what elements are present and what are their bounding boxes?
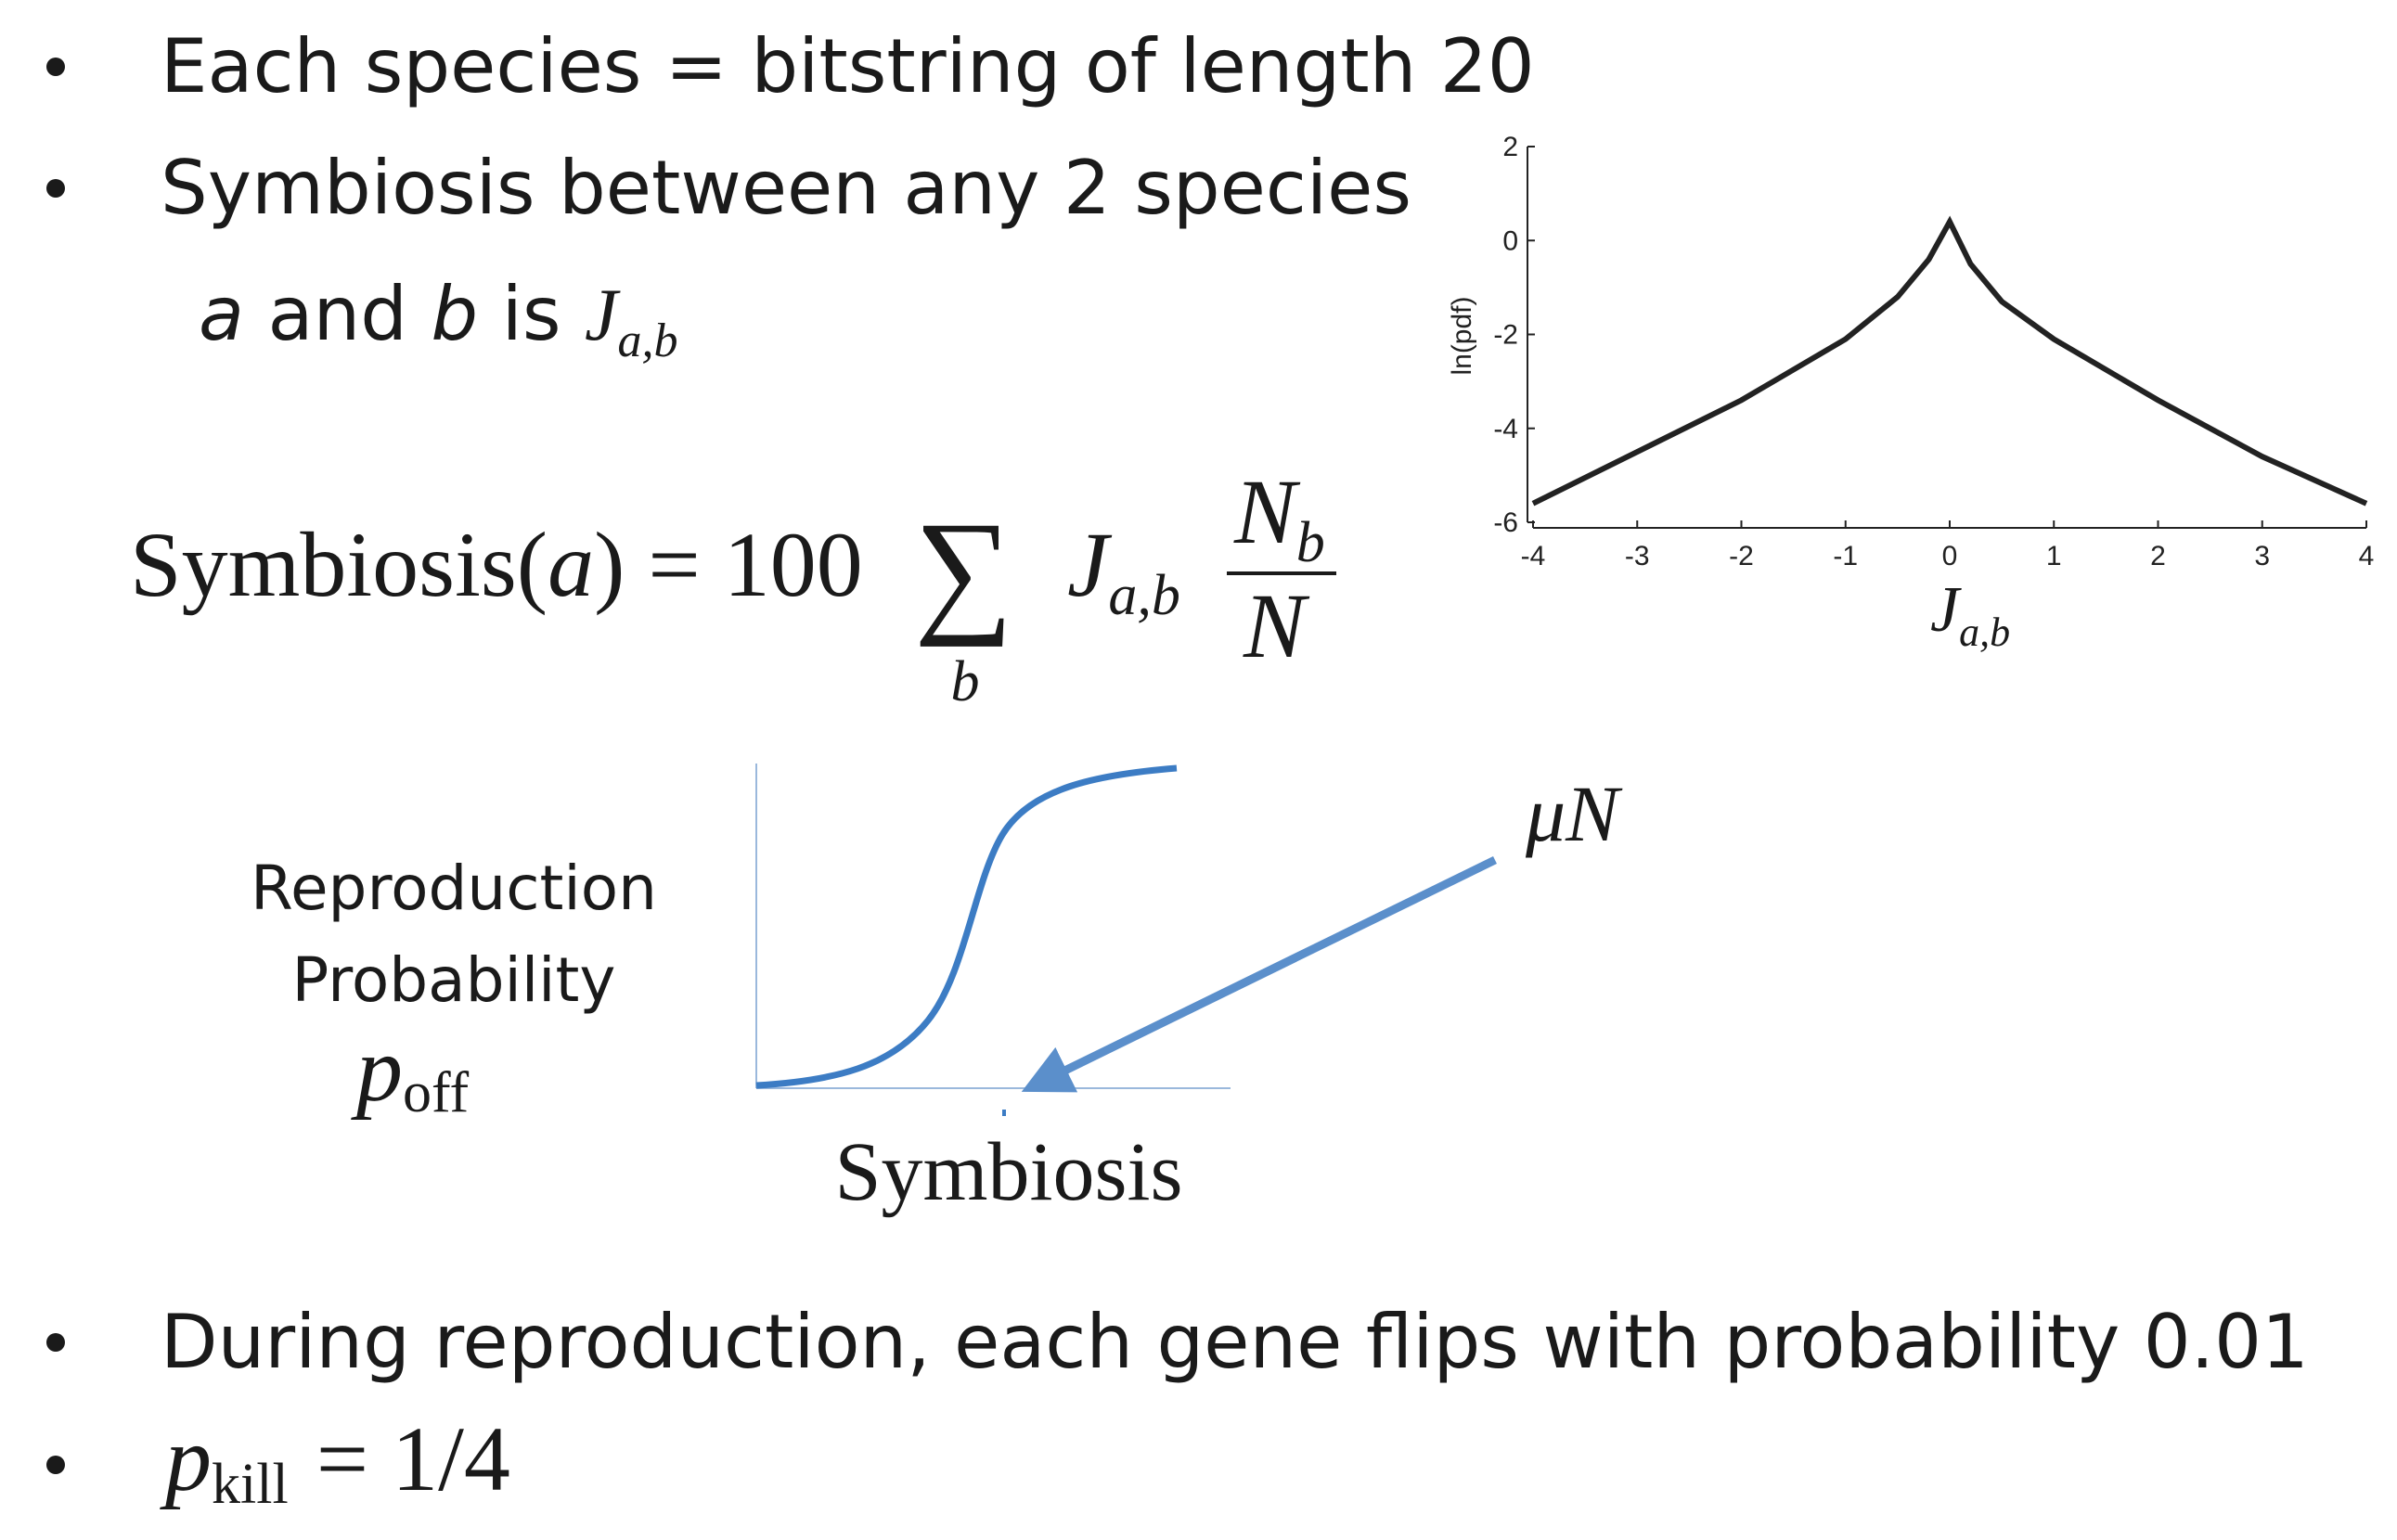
x-tick-label: 2 [2150,541,2166,571]
y-tick-label: 2 [1502,132,1518,162]
math-expr: = 1/4 [316,1407,510,1510]
y-tick-label: 0 [1502,225,1518,256]
y-tick-label: -4 [1493,414,1518,444]
arrow [1021,855,1497,1093]
math-symbol: J [1067,513,1113,616]
bullet-subline: a and b is [199,271,561,357]
math-expr: ) = 100 [594,513,863,616]
bullet-text: Symbiosis between any 2 species [161,145,1411,231]
fraction-den: N [1243,574,1310,677]
math-symbol: Ja,b [1067,513,1180,627]
axis-label: Symbiosis [834,1126,1182,1218]
x-tick-label: 1 [2046,541,2062,571]
math-var: a [548,513,594,616]
bullet-dot [46,179,65,198]
sum-sign: ∑ [914,494,1013,648]
bullet-dot [46,1456,65,1474]
math-subscript: a,b [1108,564,1180,627]
math-symbol: p [351,1018,403,1121]
y-tick-label: -2 [1493,320,1518,351]
sigmoid-curve [755,764,1178,1089]
math-subscript: a,b [1959,610,2010,655]
math: Ja,b [585,275,678,367]
var: b [431,271,478,357]
math-symbol: J [1930,574,1962,646]
y-tick-label: -6 [1493,507,1518,538]
math-subscript: a,b [618,314,678,367]
sum-index: b [951,650,980,713]
math: poff [351,1018,470,1124]
var: a [199,271,244,357]
sigmoid-diagram: Reproduction Probability poff Symbiosis … [251,764,1623,1218]
formula: Symbiosis(a) = 100 ∑ b Ja,b Nb N [130,460,1336,713]
bullet-dot [46,58,65,76]
math-fn: Symbiosis( [130,513,548,616]
math-symbol: J [585,275,621,356]
math-subscript: kill [212,1453,289,1516]
math-subscript: off [403,1061,470,1124]
word: and [267,271,407,357]
math: pkill = 1/4 [160,1407,510,1516]
x-tick-label: 3 [2254,541,2270,571]
x-tick-label: -4 [1521,541,1546,571]
x-tick-label: -1 [1833,541,1858,571]
x-tick-label: 4 [2359,541,2375,571]
axis-label: Probability [292,944,616,1016]
math-subscript: b [1296,511,1325,574]
x-tick-label: 0 [1942,541,1958,571]
annotation: μN [1525,769,1623,858]
axis-label: Reproduction [251,853,657,924]
word: is [502,271,561,357]
bullet-dot [46,1333,65,1352]
bullet-list: Each species = bitstring of length 20 Sy… [46,23,2309,1516]
x-axis-label: Ja,b [1930,574,2010,655]
formula-lhs: Symbiosis(a) = 100 [130,513,863,616]
bullet-text: Each species = bitstring of length 20 [161,23,1535,109]
x-tick-label: -3 [1625,541,1650,571]
math-symbol: p [160,1407,212,1510]
x-tick-label: -2 [1729,541,1754,571]
bullet-text: During reproduction, each gene flips wit… [161,1299,2309,1385]
fraction-num: Nb [1233,460,1325,574]
y-axis-label: ln(pdf) [1447,296,1477,375]
inset-chart: -6-4-202-4 -3 -2 -1 0 1 2 3 4ln(pdf)Ja,b [1447,132,2374,655]
data-line [1531,215,2368,507]
math-symbol: N [1233,460,1301,563]
